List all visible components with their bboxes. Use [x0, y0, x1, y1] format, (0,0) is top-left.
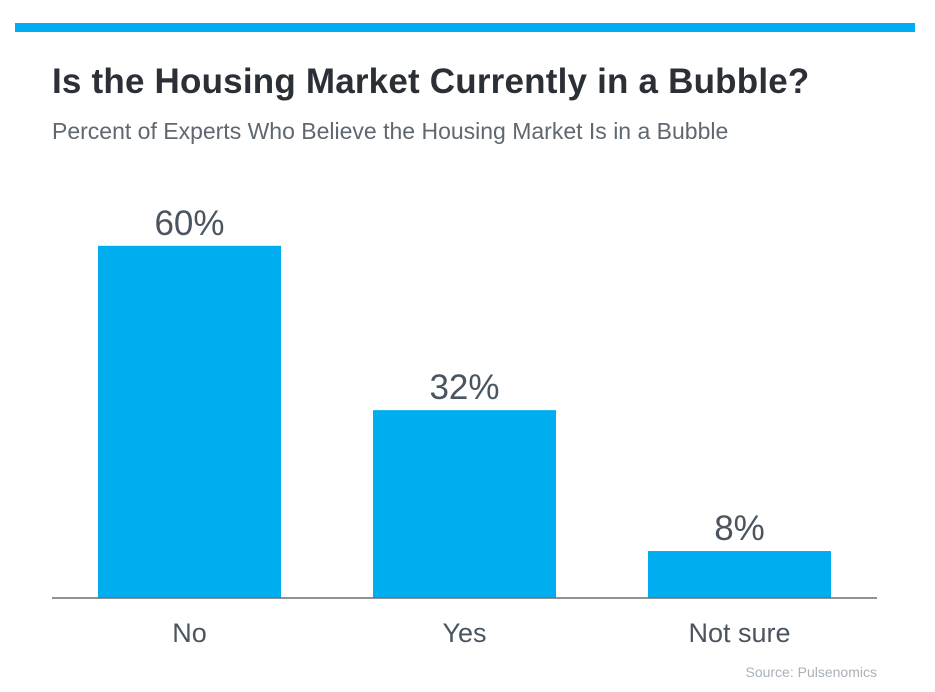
value-label-not-sure: 8% — [714, 509, 765, 548]
bars-layer — [98, 245, 831, 599]
category-labels-layer: No Yes Not sure — [172, 618, 790, 648]
bar-not-sure — [648, 551, 831, 598]
value-labels-layer: 60% 32% 8% — [154, 204, 764, 548]
category-label-not-sure: Not sure — [688, 618, 790, 648]
source-note: Source: Pulsenomics — [745, 664, 877, 680]
chart-subtitle: Percent of Experts Who Believe the Housi… — [52, 118, 729, 144]
bar-no — [98, 245, 281, 599]
category-label-no: No — [172, 618, 207, 648]
chart-title: Is the Housing Market Currently in a Bub… — [52, 62, 810, 101]
top-accent-bar — [15, 23, 915, 32]
bar-yes — [373, 410, 556, 598]
value-label-no: 60% — [154, 204, 224, 243]
value-label-yes: 32% — [429, 368, 499, 407]
category-label-yes: Yes — [442, 618, 486, 648]
